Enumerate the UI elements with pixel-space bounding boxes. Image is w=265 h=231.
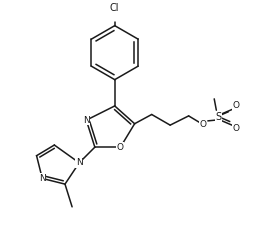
Text: N: N [39, 174, 46, 183]
Text: Cl: Cl [110, 3, 120, 13]
Text: O: O [117, 143, 124, 152]
Text: O: O [232, 101, 239, 110]
Text: N: N [76, 158, 83, 167]
Text: N: N [83, 116, 90, 125]
Text: O: O [199, 120, 206, 129]
Text: O: O [232, 124, 239, 133]
Text: S: S [215, 112, 222, 122]
